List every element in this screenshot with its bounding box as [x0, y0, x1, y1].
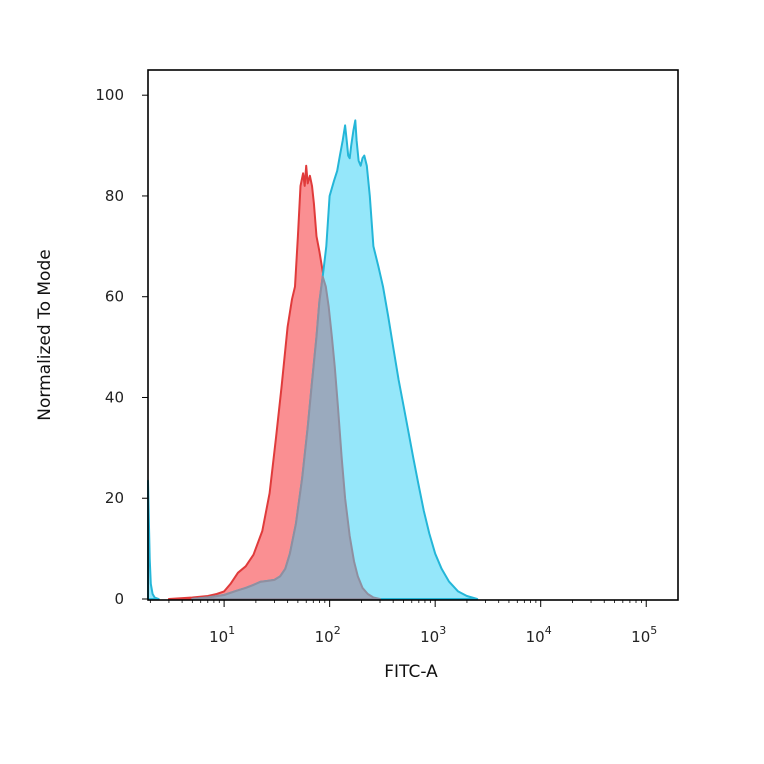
y-tick-label: 60 — [105, 288, 124, 306]
histogram-area-4 — [147, 479, 160, 600]
x-tick-label: 101 — [209, 624, 235, 646]
x-tick-label: 104 — [526, 624, 552, 646]
y-tick-label: 40 — [105, 388, 124, 406]
x-axis-label: FITC-A — [384, 662, 438, 682]
y-tick-label: 20 — [105, 489, 124, 507]
x-tick-label: 103 — [420, 624, 446, 646]
x-tick-label: 105 — [631, 624, 657, 646]
histogram-area-3 — [191, 275, 381, 600]
x-tick-label: 102 — [315, 624, 341, 646]
x-axis-ticks: 101 102 103 104 105 — [149, 600, 657, 646]
y-axis-label: Normalized To Mode — [35, 249, 55, 420]
y-tick-label: 0 — [114, 590, 124, 608]
plot-area — [147, 119, 479, 600]
y-tick-label: 100 — [95, 86, 124, 104]
y-tick-label: 80 — [105, 187, 124, 205]
plot-frame — [147, 69, 679, 601]
y-axis-ticks: 0 20 40 60 80 100 — [95, 86, 148, 608]
